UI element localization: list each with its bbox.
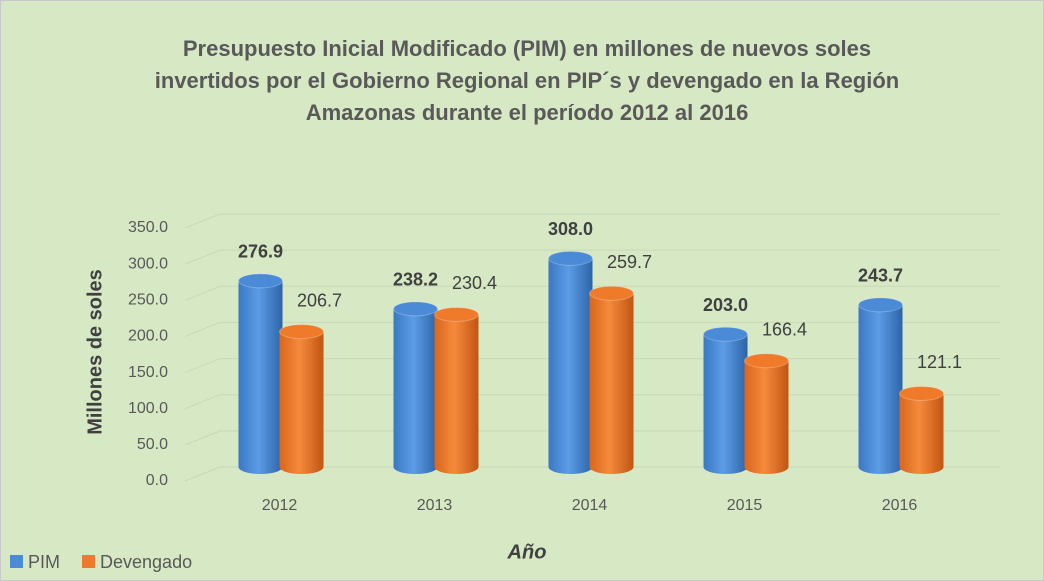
y-tick-label: 350.0 <box>128 219 168 236</box>
value-label: 203.0 <box>703 295 748 315</box>
grid-line <box>184 213 1000 229</box>
legend-label: PIM <box>28 552 60 572</box>
y-tick-label: 200.0 <box>128 328 168 345</box>
bar <box>858 304 903 467</box>
x-tick-label: 2014 <box>572 497 608 514</box>
bar <box>434 314 479 467</box>
bar <box>279 331 324 467</box>
y-tick-label: 300.0 <box>128 255 168 272</box>
x-tick-label: 2016 <box>882 497 918 514</box>
value-label: 259.7 <box>607 252 652 272</box>
bar <box>393 308 438 467</box>
grid-line <box>184 249 1000 265</box>
bar <box>703 334 748 467</box>
y-tick-label: 50.0 <box>137 436 168 453</box>
x-tick-label: 2015 <box>727 497 763 514</box>
bar <box>899 393 944 467</box>
y-axis-title: Millones de soles <box>84 269 106 435</box>
bar-top <box>858 297 903 313</box>
bar-top <box>899 385 944 401</box>
bar <box>238 280 283 467</box>
value-label: 308.0 <box>548 219 593 239</box>
value-label: 238.2 <box>393 270 438 290</box>
chart-title: Presupuesto Inicial Modificado (PIM) en … <box>183 36 871 61</box>
bar-top <box>279 324 324 340</box>
chart-title: invertidos por el Gobierno Regional en P… <box>155 68 899 93</box>
bar-top <box>744 353 789 369</box>
x-tick-label: 2013 <box>417 497 453 514</box>
y-tick-label: 150.0 <box>128 364 168 381</box>
legend-swatch <box>82 555 96 568</box>
value-label: 243.7 <box>858 266 903 286</box>
legend-label: Devengado <box>100 552 192 572</box>
value-label: 206.7 <box>297 290 342 310</box>
value-label: 121.1 <box>917 352 962 372</box>
bar <box>548 258 593 467</box>
grid-line <box>184 285 1000 301</box>
value-label: 276.9 <box>238 242 283 262</box>
x-tick-label: 2012 <box>262 497 298 514</box>
grid-line <box>184 321 1000 337</box>
legend-swatch <box>10 555 23 568</box>
y-tick-label: 100.0 <box>128 400 168 417</box>
bar-top <box>703 326 748 342</box>
x-axis-title: Año <box>507 541 547 563</box>
bar-top <box>434 306 479 322</box>
bar-top <box>548 250 593 266</box>
y-tick-label: 250.0 <box>128 292 168 309</box>
bar <box>744 360 789 467</box>
bar-top <box>393 301 438 317</box>
bar-top <box>238 273 283 289</box>
y-tick-label: 0.0 <box>146 472 168 489</box>
value-label: 230.4 <box>452 273 497 293</box>
bar <box>589 293 634 467</box>
chart-title: Amazonas durante el período 2012 al 2016 <box>306 100 749 125</box>
bar-top <box>589 285 634 301</box>
value-label: 166.4 <box>762 319 807 339</box>
